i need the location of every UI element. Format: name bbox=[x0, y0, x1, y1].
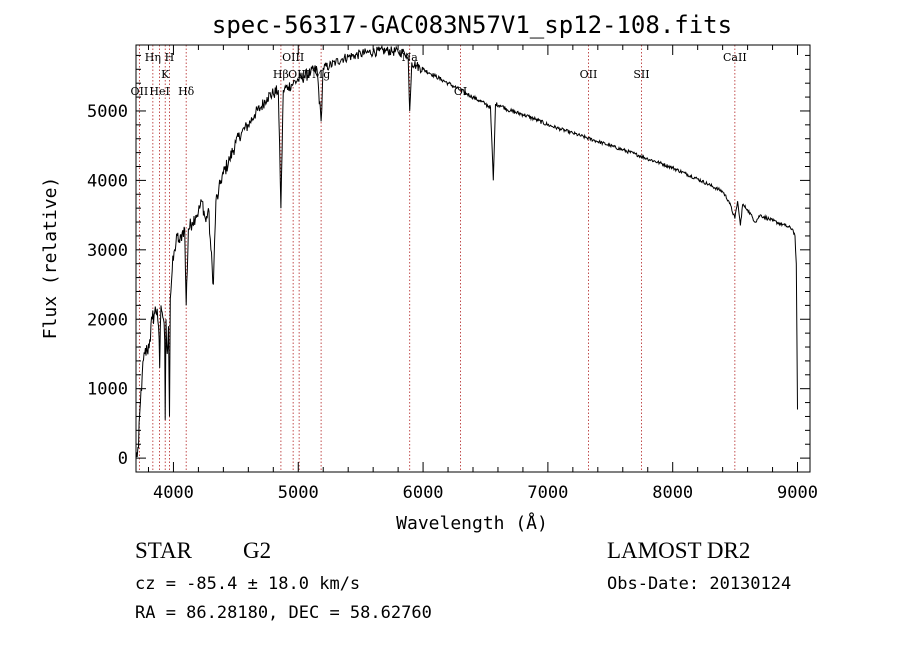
x-axis-label: Wavelength (Å) bbox=[396, 512, 548, 534]
spectral-line-label: OII bbox=[131, 85, 149, 98]
spectral-line-label: SII bbox=[633, 68, 649, 81]
chart-title: spec-56317-GAC083N57V1_sp12-108.fits bbox=[212, 11, 732, 39]
y-axis-label: Flux (relative) bbox=[40, 177, 61, 340]
x-tick-label: 7000 bbox=[527, 483, 568, 503]
coordinates: RA = 86.28180, DEC = 58.62760 bbox=[135, 603, 432, 623]
spectral-line-label: Mg bbox=[312, 68, 330, 81]
spectral-line-markers bbox=[138, 45, 736, 472]
x-tick-label: 4000 bbox=[153, 483, 194, 503]
spectral-line-label: OII bbox=[580, 68, 598, 81]
y-axis: 0 1000 2000 3000 4000 5000 bbox=[87, 54, 810, 469]
observation-date: Obs-Date: 20130124 bbox=[607, 574, 792, 594]
x-tick-label: 9000 bbox=[777, 483, 818, 503]
spectral-line-label: HeI bbox=[149, 85, 169, 98]
x-axis: 4000 5000 6000 7000 8000 9000 bbox=[147, 45, 818, 503]
plot-frame bbox=[135, 44, 811, 473]
flux-series-line bbox=[135, 44, 798, 459]
spectral-line-label: CaII bbox=[723, 51, 747, 64]
spectral-line-label: Hη bbox=[145, 51, 161, 64]
y-tick-label: 1000 bbox=[87, 380, 128, 400]
object-subclass: G2 bbox=[243, 538, 272, 563]
spectral-line-label: Na bbox=[402, 51, 419, 64]
y-tick-label: 5000 bbox=[87, 102, 128, 122]
x-tick-label: 6000 bbox=[403, 483, 444, 503]
spectral-line-label: OIII bbox=[282, 51, 304, 64]
spectral-line-label: Hδ bbox=[178, 85, 195, 98]
spectral-line-label: Hβ bbox=[273, 68, 289, 81]
spectral-line-label: H bbox=[165, 51, 175, 64]
spectral-line-label: K bbox=[161, 68, 170, 81]
x-tick-label: 8000 bbox=[652, 483, 693, 503]
x-tick-label: 5000 bbox=[278, 483, 319, 503]
data-release: LAMOST DR2 bbox=[607, 538, 751, 563]
y-tick-label: 4000 bbox=[87, 171, 128, 191]
redshift-cz: cz = -85.4 ± 18.0 km/s bbox=[135, 574, 361, 594]
y-tick-label: 2000 bbox=[87, 310, 128, 330]
object-class: STAR bbox=[135, 538, 192, 563]
y-tick-label: 3000 bbox=[87, 241, 128, 261]
y-tick-label: 0 bbox=[118, 449, 128, 469]
